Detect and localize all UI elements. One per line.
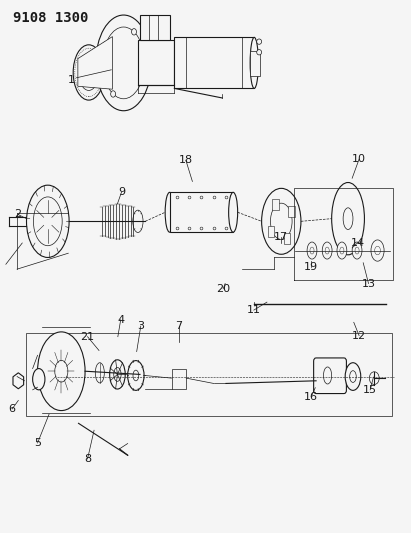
Bar xyxy=(250,51,261,76)
Text: 8: 8 xyxy=(84,454,91,464)
Circle shape xyxy=(369,372,379,384)
Polygon shape xyxy=(13,373,23,389)
Ellipse shape xyxy=(371,240,384,261)
Ellipse shape xyxy=(257,50,262,55)
Ellipse shape xyxy=(229,192,238,232)
Ellipse shape xyxy=(262,188,301,254)
Ellipse shape xyxy=(133,210,143,232)
Bar xyxy=(170,192,233,232)
Ellipse shape xyxy=(55,360,68,382)
Polygon shape xyxy=(78,37,113,89)
Bar xyxy=(138,41,174,85)
Text: 21: 21 xyxy=(81,332,95,342)
Ellipse shape xyxy=(250,37,259,88)
Circle shape xyxy=(139,78,144,84)
Ellipse shape xyxy=(337,242,347,259)
Text: 9: 9 xyxy=(118,187,125,197)
Text: 2: 2 xyxy=(14,209,21,220)
Text: 15: 15 xyxy=(363,385,377,395)
Ellipse shape xyxy=(257,39,262,44)
Ellipse shape xyxy=(355,247,359,254)
Ellipse shape xyxy=(114,368,121,381)
Text: 5: 5 xyxy=(34,438,41,448)
Text: 14: 14 xyxy=(351,238,365,247)
Text: 18: 18 xyxy=(179,155,193,165)
Ellipse shape xyxy=(375,246,381,255)
Bar xyxy=(284,233,291,244)
Ellipse shape xyxy=(322,242,332,259)
Text: 4: 4 xyxy=(117,314,124,325)
Text: 7: 7 xyxy=(175,321,182,331)
Ellipse shape xyxy=(133,370,139,381)
Text: 9108 1300: 9108 1300 xyxy=(13,11,88,26)
Ellipse shape xyxy=(350,370,356,382)
Ellipse shape xyxy=(165,192,174,232)
Ellipse shape xyxy=(73,45,104,100)
Ellipse shape xyxy=(352,242,362,259)
Ellipse shape xyxy=(95,363,104,383)
Circle shape xyxy=(132,29,136,35)
Ellipse shape xyxy=(37,332,85,410)
FancyBboxPatch shape xyxy=(314,358,346,393)
Text: 13: 13 xyxy=(362,279,376,288)
Ellipse shape xyxy=(103,27,145,99)
Bar xyxy=(288,206,295,217)
Text: 3: 3 xyxy=(137,321,144,331)
Text: 6: 6 xyxy=(9,404,16,414)
Bar xyxy=(171,368,186,389)
Bar xyxy=(272,199,279,209)
Ellipse shape xyxy=(345,363,361,390)
Text: 20: 20 xyxy=(216,284,230,294)
Text: 10: 10 xyxy=(352,154,366,164)
Ellipse shape xyxy=(110,360,125,389)
Ellipse shape xyxy=(32,368,45,390)
Bar xyxy=(268,226,274,237)
Circle shape xyxy=(103,42,108,48)
Text: 12: 12 xyxy=(352,330,366,341)
Ellipse shape xyxy=(79,54,99,91)
Bar xyxy=(174,37,254,88)
Ellipse shape xyxy=(128,361,144,390)
Ellipse shape xyxy=(323,367,332,384)
Ellipse shape xyxy=(325,247,329,254)
Text: 16: 16 xyxy=(304,392,318,402)
Ellipse shape xyxy=(340,247,344,254)
Text: 19: 19 xyxy=(304,262,318,271)
Circle shape xyxy=(111,91,115,97)
Ellipse shape xyxy=(332,182,365,255)
Ellipse shape xyxy=(270,203,292,239)
Ellipse shape xyxy=(343,208,353,230)
Ellipse shape xyxy=(26,185,69,257)
Ellipse shape xyxy=(310,247,314,254)
Ellipse shape xyxy=(307,242,317,259)
Text: 17: 17 xyxy=(274,232,289,243)
Bar xyxy=(140,15,170,41)
Ellipse shape xyxy=(96,15,151,111)
Text: 11: 11 xyxy=(247,305,261,315)
Ellipse shape xyxy=(33,197,62,246)
Text: 1: 1 xyxy=(68,76,75,85)
